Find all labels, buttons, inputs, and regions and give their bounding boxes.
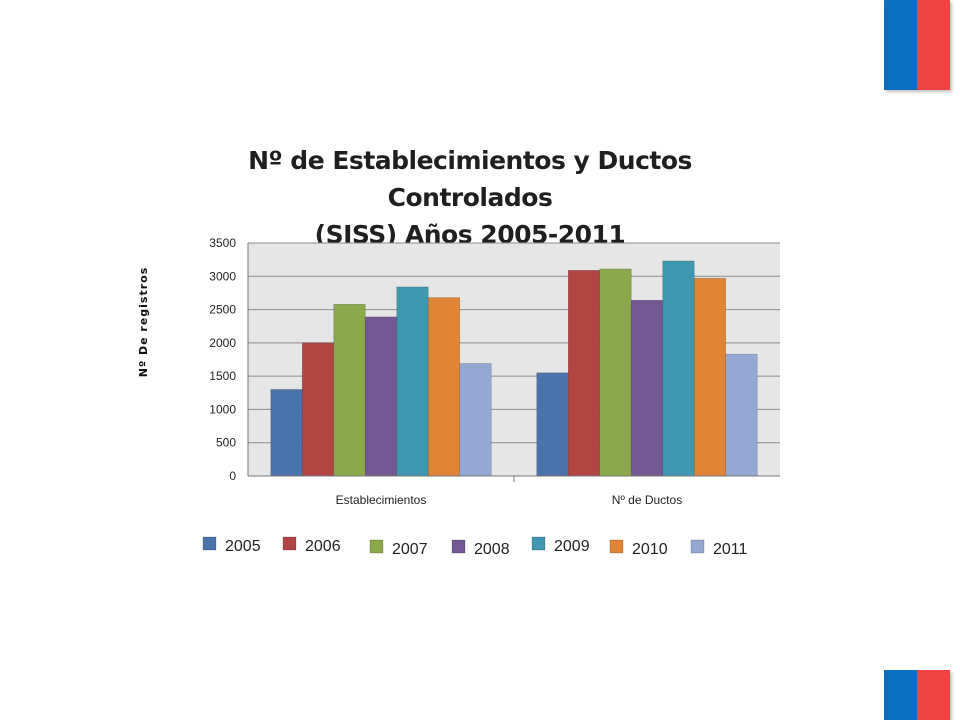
y-axis-label: Nº De registros [137,267,150,378]
flag-logo-top [884,0,950,90]
bars [270,260,758,477]
y-tick-label: 1500 [209,369,236,383]
y-tick-label: 1000 [209,402,236,416]
legend-swatch [451,539,466,554]
legend-swatch [369,539,384,554]
bar-2007-0 [333,303,366,477]
category-label: Establecimientos [336,493,427,507]
legend-swatch [609,539,624,554]
flag-red-stripe [917,0,950,90]
legend-swatch [202,536,217,551]
bar-2005-0 [270,389,303,477]
legend-label: 2010 [632,541,668,558]
legend-label: 2011 [713,541,748,558]
bar-2009-1 [662,260,695,477]
bar-2006-0 [301,342,335,477]
y-tick-label: 3000 [209,269,236,283]
axes [247,243,780,482]
legend-swatch [531,536,546,551]
y-tick-label: 2000 [209,336,236,350]
bar-2011-1 [725,353,758,477]
legend-item-2006: 2006 [282,536,341,555]
chart-title-line-1: Nº de Establecimientos y Ductos Controla… [248,146,692,212]
legend-item-2011: 2011 [690,539,748,558]
flag-blue-stripe [884,670,917,720]
y-tick-label: 3500 [209,236,236,250]
legend-item-2010: 2010 [609,539,668,558]
legend: 2005 2006 2007 2008 2009 2010 2011 [202,536,748,558]
flag-red-stripe [917,670,950,720]
flag-blue-stripe [884,0,917,90]
bar-2008-0 [364,316,398,477]
legend-item-2008: 2008 [451,539,510,558]
legend-label: 2007 [392,541,428,558]
bar-2005-1 [536,372,569,477]
flag-logo-bottom [884,670,950,720]
legend-item-2007: 2007 [369,539,428,558]
category-labels: Establecimientos Nº de Ductos [336,493,683,507]
bar-2010-0 [427,297,461,477]
bar-2009-0 [396,286,429,477]
bar-2006-1 [567,269,601,477]
bar-2007-1 [599,268,632,477]
y-tick-label: 2500 [209,303,236,317]
chart-title: Nº de Establecimientos y Ductos Controla… [190,142,750,253]
y-tick-label: 0 [229,469,236,483]
legend-label: 2006 [305,538,341,555]
legend-swatch [282,536,297,551]
legend-swatch [690,539,705,554]
legend-label: 2008 [474,541,510,558]
bar-2010-1 [693,277,727,477]
category-label: Nº de Ductos [612,493,682,507]
legend-label: 2005 [225,538,261,555]
bar-2011-0 [459,363,492,477]
legend-label: 2009 [554,538,590,555]
y-tick-label: 500 [216,436,236,450]
legend-item-2005: 2005 [202,536,261,555]
bar-2008-1 [630,299,664,477]
y-tick-labels: 0 500 1000 1500 2000 2500 3000 3500 [209,236,236,483]
legend-item-2009: 2009 [531,536,590,555]
